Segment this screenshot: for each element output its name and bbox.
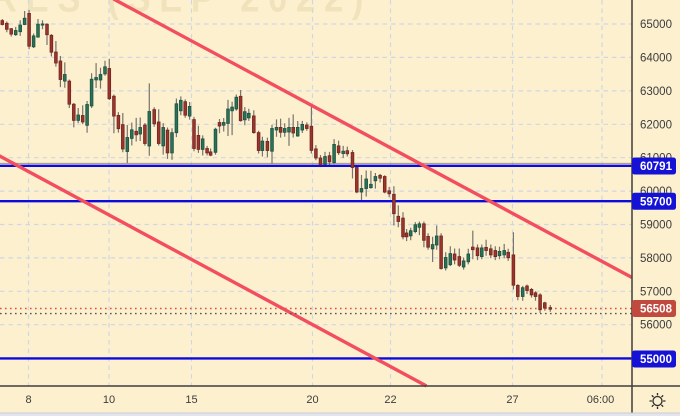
svg-text:63000: 63000 [640,86,672,98]
svg-text:59000: 59000 [640,220,672,232]
svg-text:58000: 58000 [640,253,672,265]
svg-text:62000: 62000 [640,119,672,131]
svg-text:20: 20 [306,394,318,406]
svg-text:22: 22 [384,394,396,406]
svg-text:57000: 57000 [640,286,672,298]
svg-text:15: 15 [185,394,197,406]
svg-text:06:00: 06:00 [587,394,615,406]
svg-text:60791: 60791 [640,161,673,173]
svg-text:56508: 56508 [640,304,673,316]
svg-text:55000: 55000 [640,354,672,366]
svg-text:64000: 64000 [640,52,672,64]
svg-text:10: 10 [103,394,115,406]
svg-text:56000: 56000 [640,320,672,332]
svg-text:65000: 65000 [640,19,672,31]
svg-text:27: 27 [506,394,518,406]
svg-text:59700: 59700 [640,196,672,208]
svg-text:8: 8 [25,394,31,406]
